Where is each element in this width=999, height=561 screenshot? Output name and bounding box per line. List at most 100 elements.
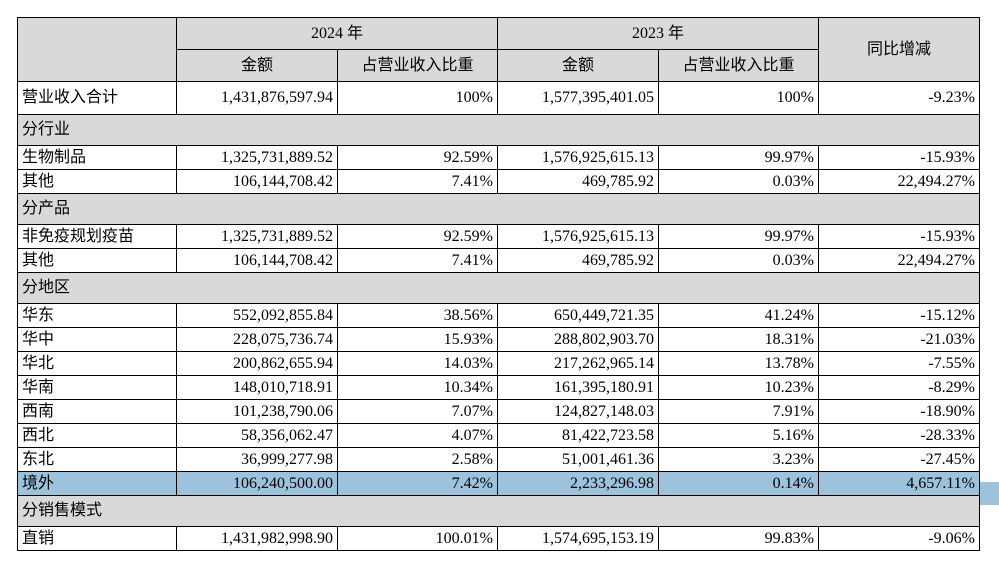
table-row: 其他 106,144,708.42 7.41% 469,785.92 0.03% 22,4…	[17, 169, 980, 194]
cell-amount-2024: 200,862,655.94	[176, 351, 338, 376]
cell-share-2024: 10.34%	[337, 375, 498, 400]
highlight-overflow-strip	[980, 482, 999, 505]
cell-amount-2023: 288,802,903.70	[497, 327, 659, 352]
cell-amount-2023: 1,576,925,615.13	[497, 145, 659, 170]
cell-share-2023: 0.03%	[658, 248, 819, 273]
cell-amount-2023: 124,827,148.03	[497, 399, 659, 424]
cell-amount-2024: 1,325,731,889.52	[176, 224, 338, 249]
cell-yoy: 4,657.11%	[818, 471, 980, 496]
row-label: 东北	[17, 447, 177, 472]
table-row: 华中 228,075,736.74 15.93% 288,802,903.70 18.3…	[17, 327, 980, 352]
table-row: 非免疫规划疫苗 1,325,731,889.52 92.59% 1,576,925,6…	[17, 224, 980, 249]
cell-share-2024: 15.93%	[337, 327, 498, 352]
cell-yoy: -27.45%	[818, 447, 980, 472]
cell-yoy: -7.55%	[818, 351, 980, 376]
cell-amount-2024: 1,431,982,998.90	[176, 526, 338, 551]
total-yoy: -9.23%	[818, 81, 980, 115]
cell-amount-2024: 106,144,708.42	[176, 169, 338, 194]
header-share-2023: 占营业收入比重	[658, 49, 819, 82]
header-amount-2023: 金额	[497, 49, 659, 82]
cell-share-2023: 0.14%	[658, 471, 819, 496]
row-label: 华东	[17, 303, 177, 328]
row-label: 境外	[17, 471, 177, 496]
total-amount-2024: 1,431,876,597.94	[176, 81, 338, 115]
row-label: 直销	[17, 526, 177, 551]
cell-share-2024: 2.58%	[337, 447, 498, 472]
cell-amount-2023: 469,785.92	[497, 248, 659, 273]
header-row-years: 2024 年 2023 年 同比增减	[17, 17, 980, 82]
cell-amount-2023: 1,576,925,615.13	[497, 224, 659, 249]
row-label: 其他	[17, 248, 177, 273]
cell-yoy: 22,494.27%	[818, 169, 980, 194]
cell-share-2024: 7.41%	[337, 169, 498, 194]
section-row: 分销售模式	[17, 495, 980, 527]
cell-share-2023: 41.24%	[658, 303, 819, 328]
section-title: 分销售模式	[17, 495, 980, 527]
cell-share-2023: 7.91%	[658, 399, 819, 424]
total-label: 营业收入合计	[17, 81, 177, 115]
cell-share-2023: 0.03%	[658, 169, 819, 194]
cell-share-2024: 100.01%	[337, 526, 498, 551]
cell-share-2023: 99.97%	[658, 224, 819, 249]
cell-yoy: 22,494.27%	[818, 248, 980, 273]
header-share-2024: 占营业收入比重	[337, 49, 498, 82]
cell-amount-2024: 228,075,736.74	[176, 327, 338, 352]
row-label: 生物制品	[17, 145, 177, 170]
cell-share-2023: 5.16%	[658, 423, 819, 448]
row-label: 华南	[17, 375, 177, 400]
section-title: 分行业	[17, 114, 980, 146]
cell-share-2023: 99.97%	[658, 145, 819, 170]
cell-share-2023: 99.83%	[658, 526, 819, 551]
table-row: 西北 58,356,062.47 4.07% 81,422,723.58 5.16% -2…	[17, 423, 980, 448]
row-label: 华中	[17, 327, 177, 352]
cell-share-2024: 4.07%	[337, 423, 498, 448]
cell-yoy: -15.93%	[818, 224, 980, 249]
section-row: 分产品	[17, 193, 980, 225]
table-row: 境外 106,240,500.00 7.42% 2,233,296.98 0.14% 4,…	[17, 471, 980, 496]
cell-yoy: -15.93%	[818, 145, 980, 170]
cell-share-2024: 7.07%	[337, 399, 498, 424]
header-yoy: 同比增减	[818, 17, 980, 82]
cell-amount-2023: 469,785.92	[497, 169, 659, 194]
header-amount-2024: 金额	[176, 49, 338, 82]
cell-amount-2024: 101,238,790.06	[176, 399, 338, 424]
revenue-breakdown-table: 2024 年 2023 年 同比增减 金额 占营业收入比重 金额 占营业收入比重…	[17, 17, 980, 551]
row-label: 其他	[17, 169, 177, 194]
cell-amount-2024: 1,325,731,889.52	[176, 145, 338, 170]
table-row: 东北 36,999,277.98 2.58% 51,001,461.36 3.23% -2…	[17, 447, 980, 472]
cell-amount-2023: 51,001,461.36	[497, 447, 659, 472]
table-row: 华东 552,092,855.84 38.56% 650,449,721.35 41.2…	[17, 303, 980, 328]
cell-amount-2023: 650,449,721.35	[497, 303, 659, 328]
cell-yoy: -15.12%	[818, 303, 980, 328]
cell-amount-2024: 552,092,855.84	[176, 303, 338, 328]
row-label: 西北	[17, 423, 177, 448]
table-body: 2024 年 2023 年 同比增减 金额 占营业收入比重 金额 占营业收入比重…	[17, 17, 980, 551]
cell-amount-2024: 36,999,277.98	[176, 447, 338, 472]
cell-share-2024: 92.59%	[337, 145, 498, 170]
cell-share-2024: 14.03%	[337, 351, 498, 376]
cell-amount-2023: 161,395,180.91	[497, 375, 659, 400]
table-row: 西南 101,238,790.06 7.07% 124,827,148.03 7.91%…	[17, 399, 980, 424]
section-row: 分地区	[17, 272, 980, 304]
cell-amount-2023: 81,422,723.58	[497, 423, 659, 448]
header-year-2023: 2023 年	[497, 17, 819, 50]
table-row: 直销 1,431,982,998.90 100.01% 1,574,695,153.1…	[17, 526, 980, 551]
corner-cell	[17, 17, 177, 82]
section-title: 分产品	[17, 193, 980, 225]
cell-yoy: -9.06%	[818, 526, 980, 551]
cell-share-2024: 7.42%	[337, 471, 498, 496]
row-label: 西南	[17, 399, 177, 424]
table-row: 华南 148,010,718.91 10.34% 161,395,180.91 10.2…	[17, 375, 980, 400]
total-amount-2023: 1,577,395,401.05	[497, 81, 659, 115]
cell-yoy: -8.29%	[818, 375, 980, 400]
total-share-2023: 100%	[658, 81, 819, 115]
table-row: 其他 106,144,708.42 7.41% 469,785.92 0.03% 22,4…	[17, 248, 980, 273]
cell-amount-2023: 1,574,695,153.19	[497, 526, 659, 551]
table-row: 生物制品 1,325,731,889.52 92.59% 1,576,925,615.…	[17, 145, 980, 170]
table-row: 华北 200,862,655.94 14.03% 217,262,965.14 13.7…	[17, 351, 980, 376]
cell-share-2023: 18.31%	[658, 327, 819, 352]
cell-yoy: -21.03%	[818, 327, 980, 352]
cell-share-2024: 92.59%	[337, 224, 498, 249]
cell-yoy: -28.33%	[818, 423, 980, 448]
cell-share-2023: 13.78%	[658, 351, 819, 376]
